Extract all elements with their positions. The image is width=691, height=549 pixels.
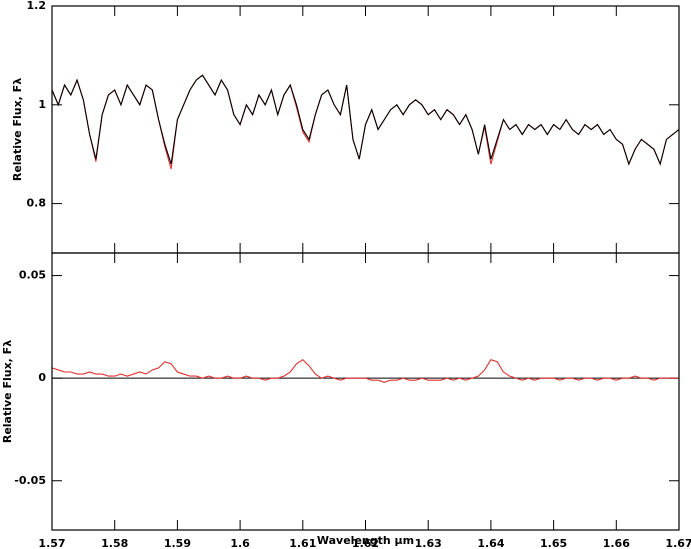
plot-frame <box>51 5 680 254</box>
y-tick-label: 1.2 <box>27 0 47 12</box>
x-tick-label: 1.61 <box>289 537 316 549</box>
y-axis-label: Relative Flux, Fλ <box>11 78 24 181</box>
y-tick-label: 0.05 <box>19 269 46 282</box>
x-tick-label: 1.62 <box>352 537 379 549</box>
y-tick-label: 0.8 <box>27 197 47 210</box>
x-tick-label: 1.6 <box>230 537 250 549</box>
plot-frame <box>51 252 680 531</box>
spectrum-line <box>51 74 680 166</box>
spectrum-line <box>51 74 680 170</box>
x-axis-label: Wavelength μm <box>317 534 414 547</box>
x-tick-label: 1.64 <box>477 537 504 549</box>
spectrum-line <box>51 358 679 383</box>
y-tick-label: -0.05 <box>14 474 46 487</box>
y-axis-label: Relative Flux, Fλ <box>1 340 14 443</box>
x-tick-label: 1.57 <box>38 537 65 549</box>
y-tick-label: 1 <box>38 98 46 111</box>
x-tick-label: 1.58 <box>101 537 128 549</box>
x-tick-label: 1.59 <box>164 537 191 549</box>
x-tick-label: 1.65 <box>540 537 567 549</box>
x-tick-label: 1.66 <box>603 537 630 549</box>
x-tick-label: 1.67 <box>665 537 691 549</box>
y-tick-label: 0 <box>38 371 46 384</box>
x-tick-label: 1.63 <box>415 537 442 549</box>
